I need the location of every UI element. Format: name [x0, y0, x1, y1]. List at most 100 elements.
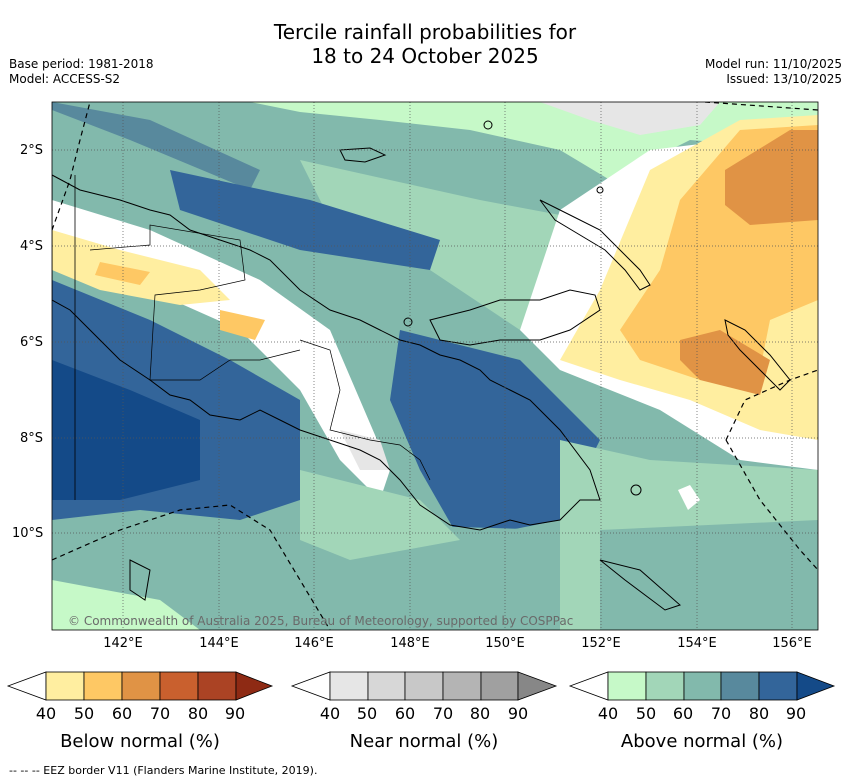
map-frame: [51, 101, 819, 631]
field-above-80-central: [390, 330, 600, 540]
field-above-80-north: [170, 170, 440, 270]
cb1-tick: 60: [394, 704, 416, 723]
cb1-title: Near normal (%): [349, 731, 499, 752]
field-above-90-west: [52, 360, 200, 500]
cb2-upper-extension: [796, 671, 836, 701]
lat-label-8s: 8°S: [20, 431, 44, 446]
island-feni: [596, 186, 604, 194]
cb2-tick: 90: [785, 704, 807, 723]
cb0-upper-extension: [235, 671, 274, 701]
cb0-tick: 60: [111, 704, 133, 723]
cb1-swatch-50: [367, 671, 406, 701]
model-run: Model run: 11/10/2025: [704, 57, 842, 71]
cb0-swatch-40: [45, 671, 85, 701]
cb0-lower-extension: [6, 671, 47, 701]
field-near-north: [540, 102, 720, 135]
lon-label-142e: 142°E: [103, 636, 143, 651]
lat-label-10s: 10°S: [12, 526, 44, 541]
manus-coastline: [339, 147, 387, 163]
lon-label-144e: 144°E: [199, 636, 239, 651]
field-below-50-west: [95, 262, 150, 285]
field-above-60-southeast: [600, 520, 818, 630]
cb2-swatch-40: [607, 671, 647, 701]
cb0-swatch-50: [83, 671, 123, 701]
cb1-swatch-70: [442, 671, 482, 701]
eez-border-northwest: [52, 102, 91, 231]
lat-label-6s: 6°S: [20, 335, 44, 350]
eez-border-south: [52, 504, 331, 630]
title-line-1: Tercile rainfall probabilities for: [273, 20, 577, 44]
model-name: Model: ACCESS-S2: [9, 72, 121, 86]
new-britain-coastline: [429, 289, 601, 346]
cb0-tick: 80: [187, 704, 209, 723]
title-line-2: 18 to 24 October 2025: [311, 44, 539, 68]
louisiade-archipelago: [599, 559, 681, 611]
cb0-swatch-70: [159, 671, 199, 701]
map-title: Tercile rainfall probabilities for 18 to…: [0, 20, 850, 68]
field-below-40-west: [52, 230, 230, 305]
field-above-40-southwest: [52, 580, 200, 630]
cb1-tick: 80: [469, 704, 491, 723]
cb2-swatch-80: [758, 671, 798, 701]
cb2-tick: 40: [597, 704, 619, 723]
graticule: [52, 102, 818, 630]
lat-label-2s: 2°S: [20, 143, 44, 158]
lon-label-150e: 150°E: [485, 636, 525, 651]
colorbar-near-normal: [290, 671, 558, 701]
probability-field: [52, 102, 818, 630]
cb2-tick: 50: [635, 704, 657, 723]
cb2-swatch-70: [720, 671, 760, 701]
cb1-tick: 90: [507, 704, 529, 723]
eez-border-southeast: [725, 439, 818, 571]
cb2-swatch-50: [645, 671, 685, 701]
field-below-60-east-south: [680, 330, 770, 395]
bougainville-coastline: [724, 319, 791, 391]
eez-border-east: [725, 369, 818, 441]
cb1-swatch-60: [404, 671, 444, 701]
cb2-tick: 80: [748, 704, 770, 723]
eez-border-northeast: [704, 102, 818, 111]
field-above-50-south: [300, 470, 460, 560]
meta-left: Base period: 1981-2018 Model: ACCESS-S2: [9, 57, 154, 87]
field-below-60-east-north: [725, 130, 818, 225]
cb1-tick: 70: [432, 704, 454, 723]
copyright-notice: © Commonwealth of Australia 2025, Bureau…: [68, 614, 574, 628]
cb1-swatch-40: [329, 671, 369, 701]
lat-label-4s: 4°S: [20, 239, 44, 254]
lon-label-156e: 156°E: [772, 636, 812, 651]
meta-right: Model run: 11/10/2025 Issued: 13/10/2025: [705, 57, 842, 87]
provincial-borders-west: [89, 224, 301, 381]
lon-label-152e: 152°E: [581, 636, 621, 651]
lon-label-154e: 154°E: [677, 636, 717, 651]
lon-label-146e: 146°E: [294, 636, 334, 651]
cb2-title: Above normal (%): [620, 731, 784, 752]
cb2-tick: 60: [672, 704, 694, 723]
island-woodlark: [630, 484, 642, 496]
provincial-borders-central: [299, 339, 431, 481]
field-above-70-north: [52, 102, 260, 190]
island-umboi: [403, 317, 413, 327]
field-near-central: [340, 430, 390, 470]
cb2-lower-extension: [568, 671, 609, 701]
field-neutral-spot: [678, 485, 700, 510]
colorbar-below-normal: [6, 671, 274, 701]
cb0-tick: 90: [224, 704, 246, 723]
issued-date: Issued: 13/10/2025: [726, 72, 842, 86]
cape-york-coastline: [129, 559, 151, 601]
colorbar-above-normal: [568, 671, 836, 701]
new-ireland-coastline: [539, 199, 651, 291]
cb0-swatch-60: [121, 671, 161, 701]
cb2-tick: 70: [710, 704, 732, 723]
field-below-50-ridge: [220, 310, 265, 340]
lon-label-148e: 148°E: [390, 636, 430, 651]
cb1-tick: 50: [356, 704, 378, 723]
new-guinea-coastline: [52, 174, 601, 531]
cb1-lower-extension: [290, 671, 331, 701]
cb0-title: Below normal (%): [60, 731, 220, 752]
eez-legend-note: -- -- -- EEZ border V11 (Flanders Marine…: [9, 764, 318, 777]
cb1-swatch-80: [480, 671, 519, 701]
cb1-tick: 40: [319, 704, 341, 723]
cb0-tick: 70: [149, 704, 171, 723]
cb1-upper-extension: [517, 671, 558, 701]
